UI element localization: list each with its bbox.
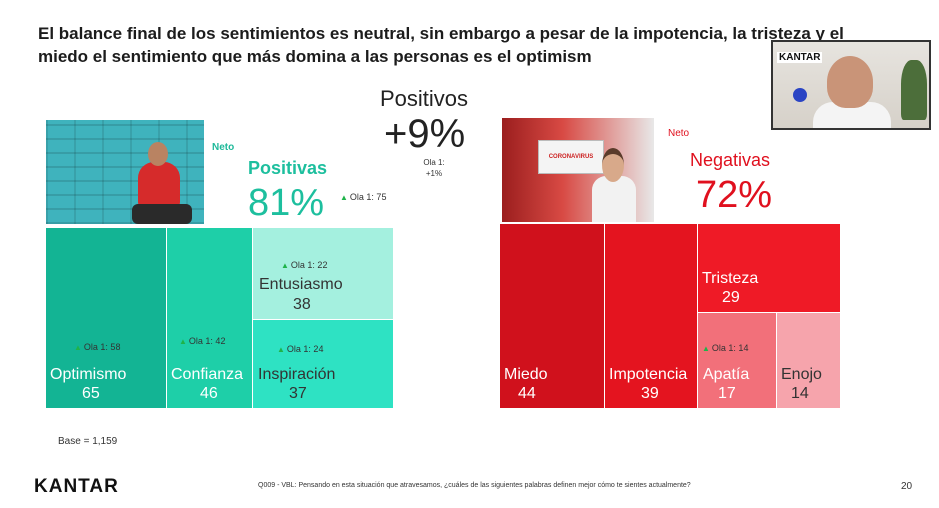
tile-impotencia: Impotencia 39 xyxy=(605,224,697,408)
up-triangle-icon: ▲ xyxy=(179,337,187,346)
tile-tristeza-value: 29 xyxy=(722,289,740,306)
tile-confianza: ▲ Ola 1: 42 Confianza 46 xyxy=(167,228,252,408)
footer-question: Q009 - VBL: Pensando en esta situación q… xyxy=(258,482,691,489)
tile-inspiracion: ▲ Ola 1: 24 Inspiración 37 xyxy=(253,320,393,408)
tile-entusiasmo-value: 38 xyxy=(293,296,311,313)
tile-entusiasmo-ola: ▲ Ola 1: 22 xyxy=(281,260,327,270)
tile-enojo: Enojo 14 xyxy=(777,313,840,408)
base-label: Base = 1,159 xyxy=(58,436,118,447)
tile-confianza-ola: ▲ Ola 1: 42 xyxy=(179,336,225,346)
tile-apatia-ola-text: Ola 1: 14 xyxy=(711,343,749,353)
tile-miedo-value: 44 xyxy=(518,385,536,402)
positive-ola: ▲ Ola 1: 75 xyxy=(340,192,386,202)
up-triangle-icon: ▲ xyxy=(340,193,348,202)
tile-optimismo: ▲ Ola 1: 58 Optimismo 65 xyxy=(46,228,166,408)
man-photo xyxy=(46,120,204,224)
up-triangle-icon: ▲ xyxy=(277,345,285,354)
tile-tristeza-name: Tristeza xyxy=(702,270,759,287)
tile-entusiasmo-name: Entusiasmo xyxy=(259,276,343,293)
tile-enojo-value: 14 xyxy=(791,385,809,402)
slide-headline: El balance final de los sentimientos es … xyxy=(38,24,844,66)
tile-apatia-ola: ▲ Ola 1: 14 xyxy=(702,343,748,353)
positive-ola-text: Ola 1: 75 xyxy=(349,192,387,202)
page-number: 20 xyxy=(901,481,913,492)
tile-apatia: ▲ Ola 1: 14 Apatía 17 xyxy=(698,313,776,408)
positive-title: Positivas xyxy=(248,158,328,178)
tile-tristeza: Tristeza 29 xyxy=(698,224,840,312)
tile-inspiracion-name: Inspiración xyxy=(258,366,336,383)
globe-decoration xyxy=(793,88,807,102)
tile-optimismo-ola-text: Ola 1: 58 xyxy=(83,342,121,352)
tile-apatia-value: 17 xyxy=(718,385,736,402)
woman-body xyxy=(592,176,636,222)
tile-impotencia-value: 39 xyxy=(641,385,659,402)
plant-decoration xyxy=(901,60,927,120)
negative-title: Negativas xyxy=(690,150,771,170)
tile-optimismo-value: 65 xyxy=(82,385,100,402)
presenter-face xyxy=(827,56,873,108)
woman-photo: CORONAVIRUS xyxy=(502,118,654,222)
tile-miedo-name: Miedo xyxy=(504,366,548,383)
tile-miedo: Miedo 44 xyxy=(500,224,604,408)
up-triangle-icon: ▲ xyxy=(281,261,289,270)
tile-inspiracion-value: 37 xyxy=(289,385,307,402)
positivos-title: Positivos xyxy=(380,86,469,111)
video-call-thumbnail[interactable]: KANTAR xyxy=(771,40,931,130)
positivos-ola: Ola 1: +1% xyxy=(412,157,456,179)
negative-percent: 72% xyxy=(696,174,773,216)
tile-enojo-name: Enojo xyxy=(781,366,822,383)
tile-inspiracion-ola-text: Ola 1: 24 xyxy=(286,344,324,354)
tile-confianza-ola-text: Ola 1: 42 xyxy=(188,336,226,346)
tile-entusiasmo: ▲ Ola 1: 22 Entusiasmo 38 xyxy=(253,228,393,319)
man-legs xyxy=(132,204,192,224)
positive-percent: 81% xyxy=(248,182,325,224)
neto-positive-label: Neto xyxy=(212,142,235,153)
tile-confianza-value: 46 xyxy=(200,385,218,402)
woman-head xyxy=(602,148,624,182)
man-head xyxy=(148,142,168,166)
neto-negative-label: Neto xyxy=(668,128,690,139)
tile-optimismo-ola: ▲ Ola 1: 58 xyxy=(74,342,120,352)
tile-entusiasmo-ola-text: Ola 1: 22 xyxy=(290,260,328,270)
positivos-ola-label: Ola 1: xyxy=(423,158,445,167)
coronavirus-sign: CORONAVIRUS xyxy=(538,140,604,174)
up-triangle-icon: ▲ xyxy=(702,344,710,353)
positivos-ola-value: +1% xyxy=(425,169,443,178)
tile-apatia-name: Apatía xyxy=(703,366,750,383)
video-kantar-logo: KANTAR xyxy=(777,52,823,63)
tile-optimismo-name: Optimismo xyxy=(50,366,127,383)
positivos-value: +9% xyxy=(384,112,466,156)
kantar-logo: KANTAR xyxy=(34,476,119,497)
tile-impotencia-name: Impotencia xyxy=(609,366,688,383)
tile-inspiracion-ola: ▲ Ola 1: 24 xyxy=(277,344,323,354)
up-triangle-icon: ▲ xyxy=(74,343,82,352)
tile-confianza-name: Confianza xyxy=(171,366,244,383)
man-sweater xyxy=(138,162,180,208)
